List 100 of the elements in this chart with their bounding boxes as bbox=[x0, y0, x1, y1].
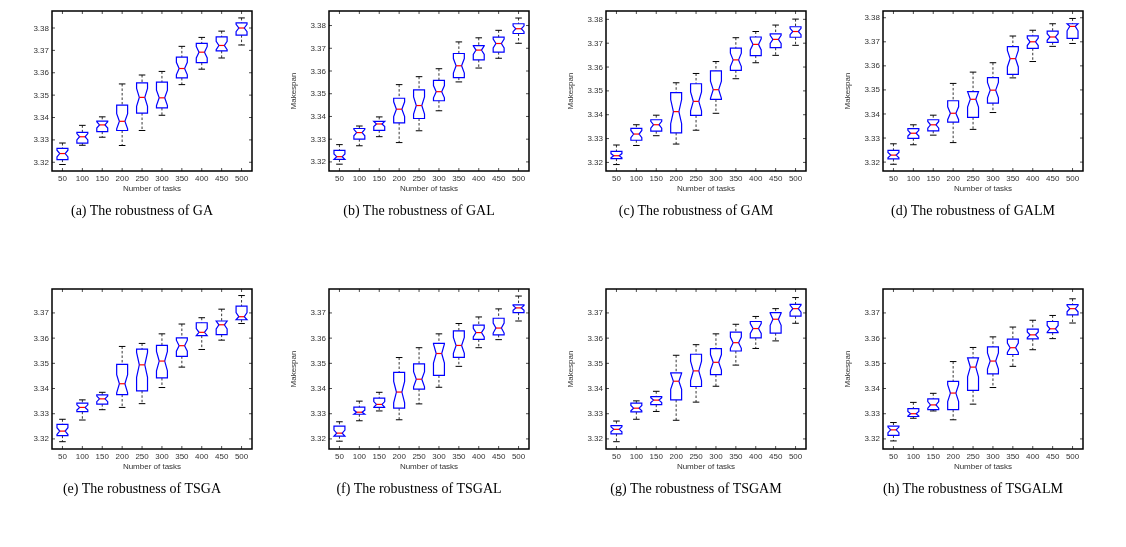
y-tick-label: 3.33 bbox=[864, 409, 881, 419]
y-tick-label: 3.36 bbox=[310, 66, 327, 76]
x-axis-title: Number of tasks bbox=[953, 184, 1013, 193]
x-tick-label: 50 bbox=[611, 452, 622, 461]
y-tick-label: 3.36 bbox=[310, 333, 327, 343]
x-tick-label: 250 bbox=[689, 452, 704, 461]
x-tick-label: 200 bbox=[392, 174, 407, 183]
y-tick-label: 3.35 bbox=[310, 89, 327, 99]
y-tick-label: 3.32 bbox=[864, 434, 881, 444]
x-tick-label: 500 bbox=[511, 174, 526, 183]
y-tick-label: 3.38 bbox=[864, 13, 881, 23]
x-tick-label: 500 bbox=[788, 174, 803, 183]
x-tick-label: 500 bbox=[1065, 452, 1080, 461]
x-axis-title: Number of tasks bbox=[122, 184, 182, 193]
y-tick-label: 3.35 bbox=[33, 90, 50, 100]
x-tick-label: 400 bbox=[472, 452, 486, 461]
x-tick-label: 150 bbox=[926, 174, 941, 183]
x-tick-label: 350 bbox=[729, 174, 744, 183]
x-tick-label: 100 bbox=[629, 452, 644, 461]
x-tick-label: 150 bbox=[372, 174, 387, 183]
x-tick-label: 200 bbox=[115, 452, 130, 461]
text: (d) The robustness of GALM bbox=[891, 203, 1056, 219]
x-tick-label: 350 bbox=[1006, 452, 1021, 461]
x-tick-label: 400 bbox=[1026, 174, 1040, 183]
x-tick-label: 50 bbox=[57, 174, 68, 183]
x-tick-label: 200 bbox=[946, 174, 961, 183]
x-tick-label: 300 bbox=[155, 174, 170, 183]
y-tick-label: 3.32 bbox=[864, 157, 881, 167]
text: (f) The robustness of TSGAL bbox=[336, 481, 502, 497]
y-tick-label: 3.34 bbox=[33, 113, 50, 123]
y-tick-label: 3.32 bbox=[587, 434, 604, 444]
x-tick-label: 350 bbox=[1006, 174, 1021, 183]
x-tick-label: 100 bbox=[906, 452, 921, 461]
x-tick-label: 200 bbox=[669, 452, 684, 461]
y-tick-label: 3.36 bbox=[587, 62, 604, 72]
x-tick-label: 150 bbox=[372, 452, 387, 461]
x-axis-title: Number of tasks bbox=[676, 184, 736, 193]
y-tick-label: 3.37 bbox=[33, 308, 50, 318]
y-tick-label: 3.32 bbox=[587, 157, 604, 167]
x-axis-title: Number of tasks bbox=[953, 462, 1013, 471]
y-tick-label: 3.35 bbox=[587, 86, 604, 96]
x-tick-label: 250 bbox=[412, 452, 427, 461]
y-tick-label: 3.34 bbox=[587, 110, 604, 120]
x-tick-label: 100 bbox=[352, 174, 367, 183]
y-tick-label: 3.38 bbox=[310, 21, 327, 31]
x-tick-label: 200 bbox=[115, 174, 130, 183]
x-axis-title: Number of tasks bbox=[122, 462, 182, 471]
x-tick-label: 150 bbox=[649, 452, 664, 461]
x-tick-label: 400 bbox=[195, 452, 209, 461]
x-tick-label: 50 bbox=[57, 452, 68, 461]
y-tick-label: 3.37 bbox=[33, 45, 50, 55]
x-tick-label: 250 bbox=[966, 174, 981, 183]
x-tick-label: 300 bbox=[986, 174, 1001, 183]
x-tick-label: 450 bbox=[1045, 452, 1060, 461]
y-tick-label: 3.33 bbox=[864, 133, 881, 143]
x-tick-label: 100 bbox=[352, 452, 367, 461]
y-tick-label: 3.33 bbox=[587, 409, 604, 419]
x-tick-label: 300 bbox=[986, 452, 1001, 461]
x-tick-label: 500 bbox=[788, 452, 803, 461]
x-tick-label: 150 bbox=[926, 452, 941, 461]
y-tick-label: 3.36 bbox=[33, 333, 50, 343]
x-axis-title: Number of tasks bbox=[399, 462, 459, 471]
y-tick-label: 3.33 bbox=[310, 134, 327, 144]
y-tick-label: 3.34 bbox=[33, 384, 50, 394]
y-tick-label: 3.36 bbox=[864, 333, 881, 343]
x-tick-label: 300 bbox=[709, 452, 724, 461]
y-tick-label: 3.36 bbox=[33, 68, 50, 78]
y-tick-label: 3.32 bbox=[310, 157, 327, 167]
y-tick-label: 3.35 bbox=[587, 358, 604, 368]
x-tick-label: 200 bbox=[946, 452, 961, 461]
y-axis-title: Makespan bbox=[289, 72, 298, 110]
x-tick-label: 150 bbox=[95, 452, 110, 461]
text: (b) The robustness of GAL bbox=[343, 203, 495, 219]
y-tick-label: 3.34 bbox=[864, 109, 881, 119]
y-tick-label: 3.35 bbox=[864, 358, 881, 368]
x-tick-label: 350 bbox=[729, 452, 744, 461]
x-tick-label: 350 bbox=[452, 174, 467, 183]
x-tick-label: 300 bbox=[432, 452, 447, 461]
x-tick-label: 250 bbox=[135, 174, 150, 183]
x-tick-label: 350 bbox=[175, 174, 190, 183]
x-tick-label: 450 bbox=[214, 452, 229, 461]
y-tick-label: 3.36 bbox=[587, 333, 604, 343]
y-tick-label: 3.37 bbox=[864, 308, 881, 318]
y-tick-label: 3.36 bbox=[864, 61, 881, 71]
x-tick-label: 250 bbox=[135, 452, 150, 461]
x-tick-label: 100 bbox=[75, 452, 90, 461]
x-tick-label: 100 bbox=[906, 174, 921, 183]
x-tick-label: 300 bbox=[155, 452, 170, 461]
x-tick-label: 50 bbox=[611, 174, 622, 183]
y-tick-label: 3.35 bbox=[310, 358, 327, 368]
y-tick-label: 3.32 bbox=[310, 434, 327, 444]
x-tick-label: 450 bbox=[1045, 174, 1060, 183]
y-tick-label: 3.37 bbox=[310, 43, 327, 53]
x-tick-label: 450 bbox=[768, 452, 783, 461]
y-tick-label: 3.34 bbox=[310, 112, 327, 122]
x-tick-label: 50 bbox=[888, 174, 899, 183]
y-tick-label: 3.38 bbox=[587, 14, 604, 24]
y-tick-label: 3.37 bbox=[587, 38, 604, 48]
x-tick-label: 50 bbox=[888, 452, 899, 461]
x-tick-label: 450 bbox=[214, 174, 229, 183]
